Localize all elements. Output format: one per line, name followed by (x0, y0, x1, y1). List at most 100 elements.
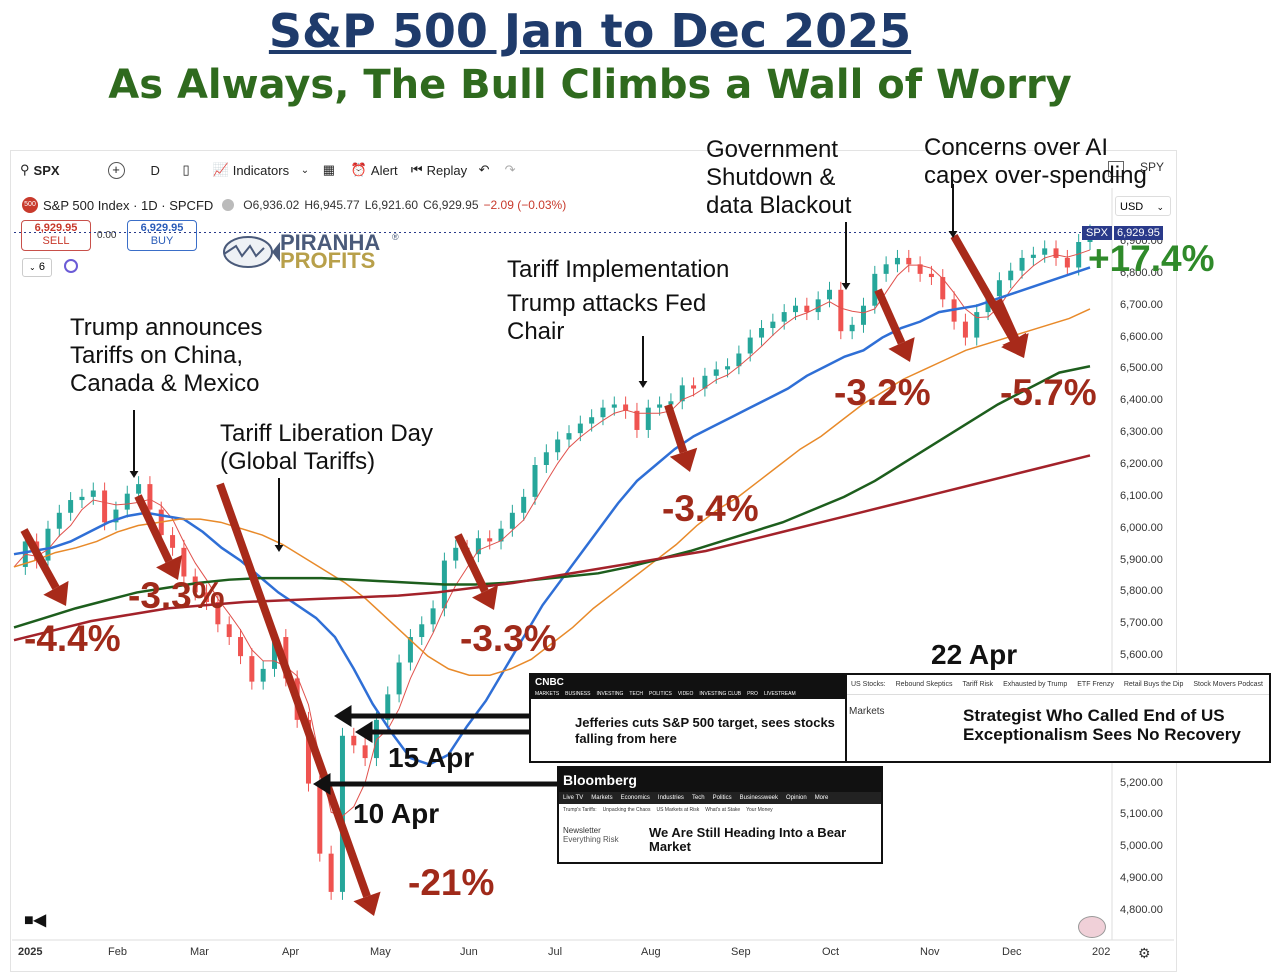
candle-body (226, 624, 232, 638)
candle-body (45, 528, 51, 561)
pullback-arrow (874, 288, 906, 345)
pointer-arrowhead (638, 381, 648, 388)
candle-body (1053, 248, 1059, 258)
spread-value: 0.00 (97, 230, 117, 241)
annotation-tariffs-china: Trump announces Tariffs on China, Canada… (70, 314, 263, 397)
candle-body (543, 452, 549, 465)
indicator-toggle[interactable]: ⌄ 6 (22, 258, 52, 277)
cnbc-headline: Jefferies cuts S&P 500 target, sees stoc… (575, 715, 835, 746)
y-tick-label: 5,200.00 (1120, 776, 1163, 789)
settings-gear-icon[interactable]: ⚙ (1138, 945, 1151, 961)
pointer-arrowhead (129, 471, 139, 478)
price-tag-symbol: SPX (1082, 226, 1113, 240)
pullback-arrowhead (353, 891, 381, 916)
search-icon[interactable]: ⚲ (20, 162, 30, 177)
sell-price: 6,929.95 (34, 222, 78, 234)
candle-body (611, 404, 617, 408)
candle-body (793, 305, 799, 313)
bloomberg-topbar: Bloomberg (559, 768, 881, 792)
pullback-label: -3.3% (128, 575, 225, 616)
candle-body (238, 637, 244, 657)
candle-body (713, 369, 719, 376)
replay-button[interactable]: Replay (426, 162, 468, 178)
add-symbol-icon[interactable]: + (107, 161, 125, 179)
candle-body (1019, 257, 1025, 271)
alert-icon[interactable]: ⏰ (350, 162, 367, 177)
pullback-arrowhead (1002, 333, 1029, 358)
y-tick-label: 6,700.00 (1120, 298, 1163, 311)
candle-body (204, 592, 210, 602)
replay-icon[interactable]: ⏮ (410, 162, 423, 177)
y-tick-label: 6,600.00 (1120, 330, 1163, 343)
sp500-logo-icon: 500 (22, 197, 38, 213)
y-tick-label: 6,500.00 (1120, 362, 1163, 375)
pullback-arrowhead (888, 337, 915, 362)
x-tick-label: May (370, 946, 391, 958)
piranha-profits-logo: PIRANHA ® PROFITS (220, 232, 399, 277)
chevron-down-icon: ⌄ (1156, 202, 1164, 212)
avatar[interactable] (1078, 916, 1106, 938)
ytd-return-label: +17.4% (1088, 238, 1215, 279)
candle-body (883, 264, 889, 274)
candle-body (487, 538, 493, 542)
candle-body (1076, 242, 1082, 268)
x-tick-label: 2025 (18, 946, 43, 958)
redo-icon[interactable]: ↷ (504, 162, 516, 177)
pullback-arrowhead (472, 585, 498, 610)
y-tick-label: 5,700.00 (1120, 617, 1163, 630)
x-tick-label: Sep (731, 946, 751, 958)
sell-button[interactable]: 6,929.95 SELL (21, 220, 91, 251)
chevron-down-icon[interactable]: ⌄ (300, 164, 310, 176)
pullback-label: -3.4% (662, 488, 759, 529)
candle-body (1030, 254, 1036, 258)
news-nav-item: VIDEO (677, 691, 694, 697)
instrument-name[interactable]: S&P 500 Index · 1D · SPCFD (43, 197, 214, 213)
cnbc-topbar: CNBC (531, 675, 845, 689)
pointer-arrowhead (274, 545, 284, 552)
interval-button[interactable]: D (150, 162, 160, 178)
ws-section: Markets (849, 706, 885, 717)
candle-body (430, 608, 436, 625)
alert-button[interactable]: Alert (370, 162, 398, 178)
buy-button[interactable]: 6,929.95 BUY (127, 220, 197, 251)
symbol-search[interactable]: SPX (33, 162, 60, 178)
candle-body (894, 257, 900, 265)
cnbc-logo: CNBC (535, 676, 564, 688)
y-tick-label: 4,900.00 (1120, 872, 1163, 885)
ma-fast-line (13, 249, 1091, 817)
candle-body (962, 321, 968, 338)
pullback-arrowhead (156, 555, 183, 580)
news-nav-item: Businessweek (739, 795, 778, 801)
layouts-icon[interactable]: ▦ (322, 162, 336, 177)
y-tick-label: 6,400.00 (1120, 394, 1163, 407)
logo-line1: PIRANHA (280, 230, 381, 255)
news-nav-item: Opinion (786, 795, 807, 801)
ma-maroon-line (13, 454, 1091, 642)
tradingview-logo-icon: ■◀ (24, 912, 46, 929)
x-tick-label: Feb (108, 946, 127, 958)
compare-checkbox[interactable] (1108, 161, 1124, 177)
indicators-button[interactable]: Indicators (232, 162, 290, 178)
undo-icon[interactable]: ↶ (478, 162, 490, 177)
candles-icon[interactable]: ▯ (182, 162, 190, 177)
indicators-icon[interactable]: 📈 (212, 162, 229, 177)
piranha-icon (223, 236, 280, 268)
sync-icon[interactable] (64, 259, 78, 273)
candle-body (351, 735, 357, 746)
currency-label: USD (1120, 201, 1144, 213)
candle-body (1008, 270, 1014, 281)
compare-symbol[interactable]: SPY (1140, 160, 1165, 174)
buy-label: BUY (150, 235, 174, 247)
currency-select[interactable]: USD ⌄ (1115, 196, 1171, 216)
sell-label: SELL (42, 235, 70, 247)
date-label-10apr: 10 Apr (353, 798, 440, 829)
bloomberg-headline: We Are Still Heading Into a Bear Market (649, 825, 847, 854)
candle-body (804, 305, 810, 313)
pointer-arrowhead (841, 283, 851, 290)
pointer-arrowhead (334, 705, 352, 727)
pullback-arrow (994, 298, 1020, 341)
candle-body (509, 512, 515, 529)
news-nav-item: Tech (691, 795, 705, 801)
chart-subtitle: As Always, The Bull Climbs a Wall of Wor… (108, 62, 1072, 108)
news-nav-item: What's at Stake (705, 807, 741, 813)
